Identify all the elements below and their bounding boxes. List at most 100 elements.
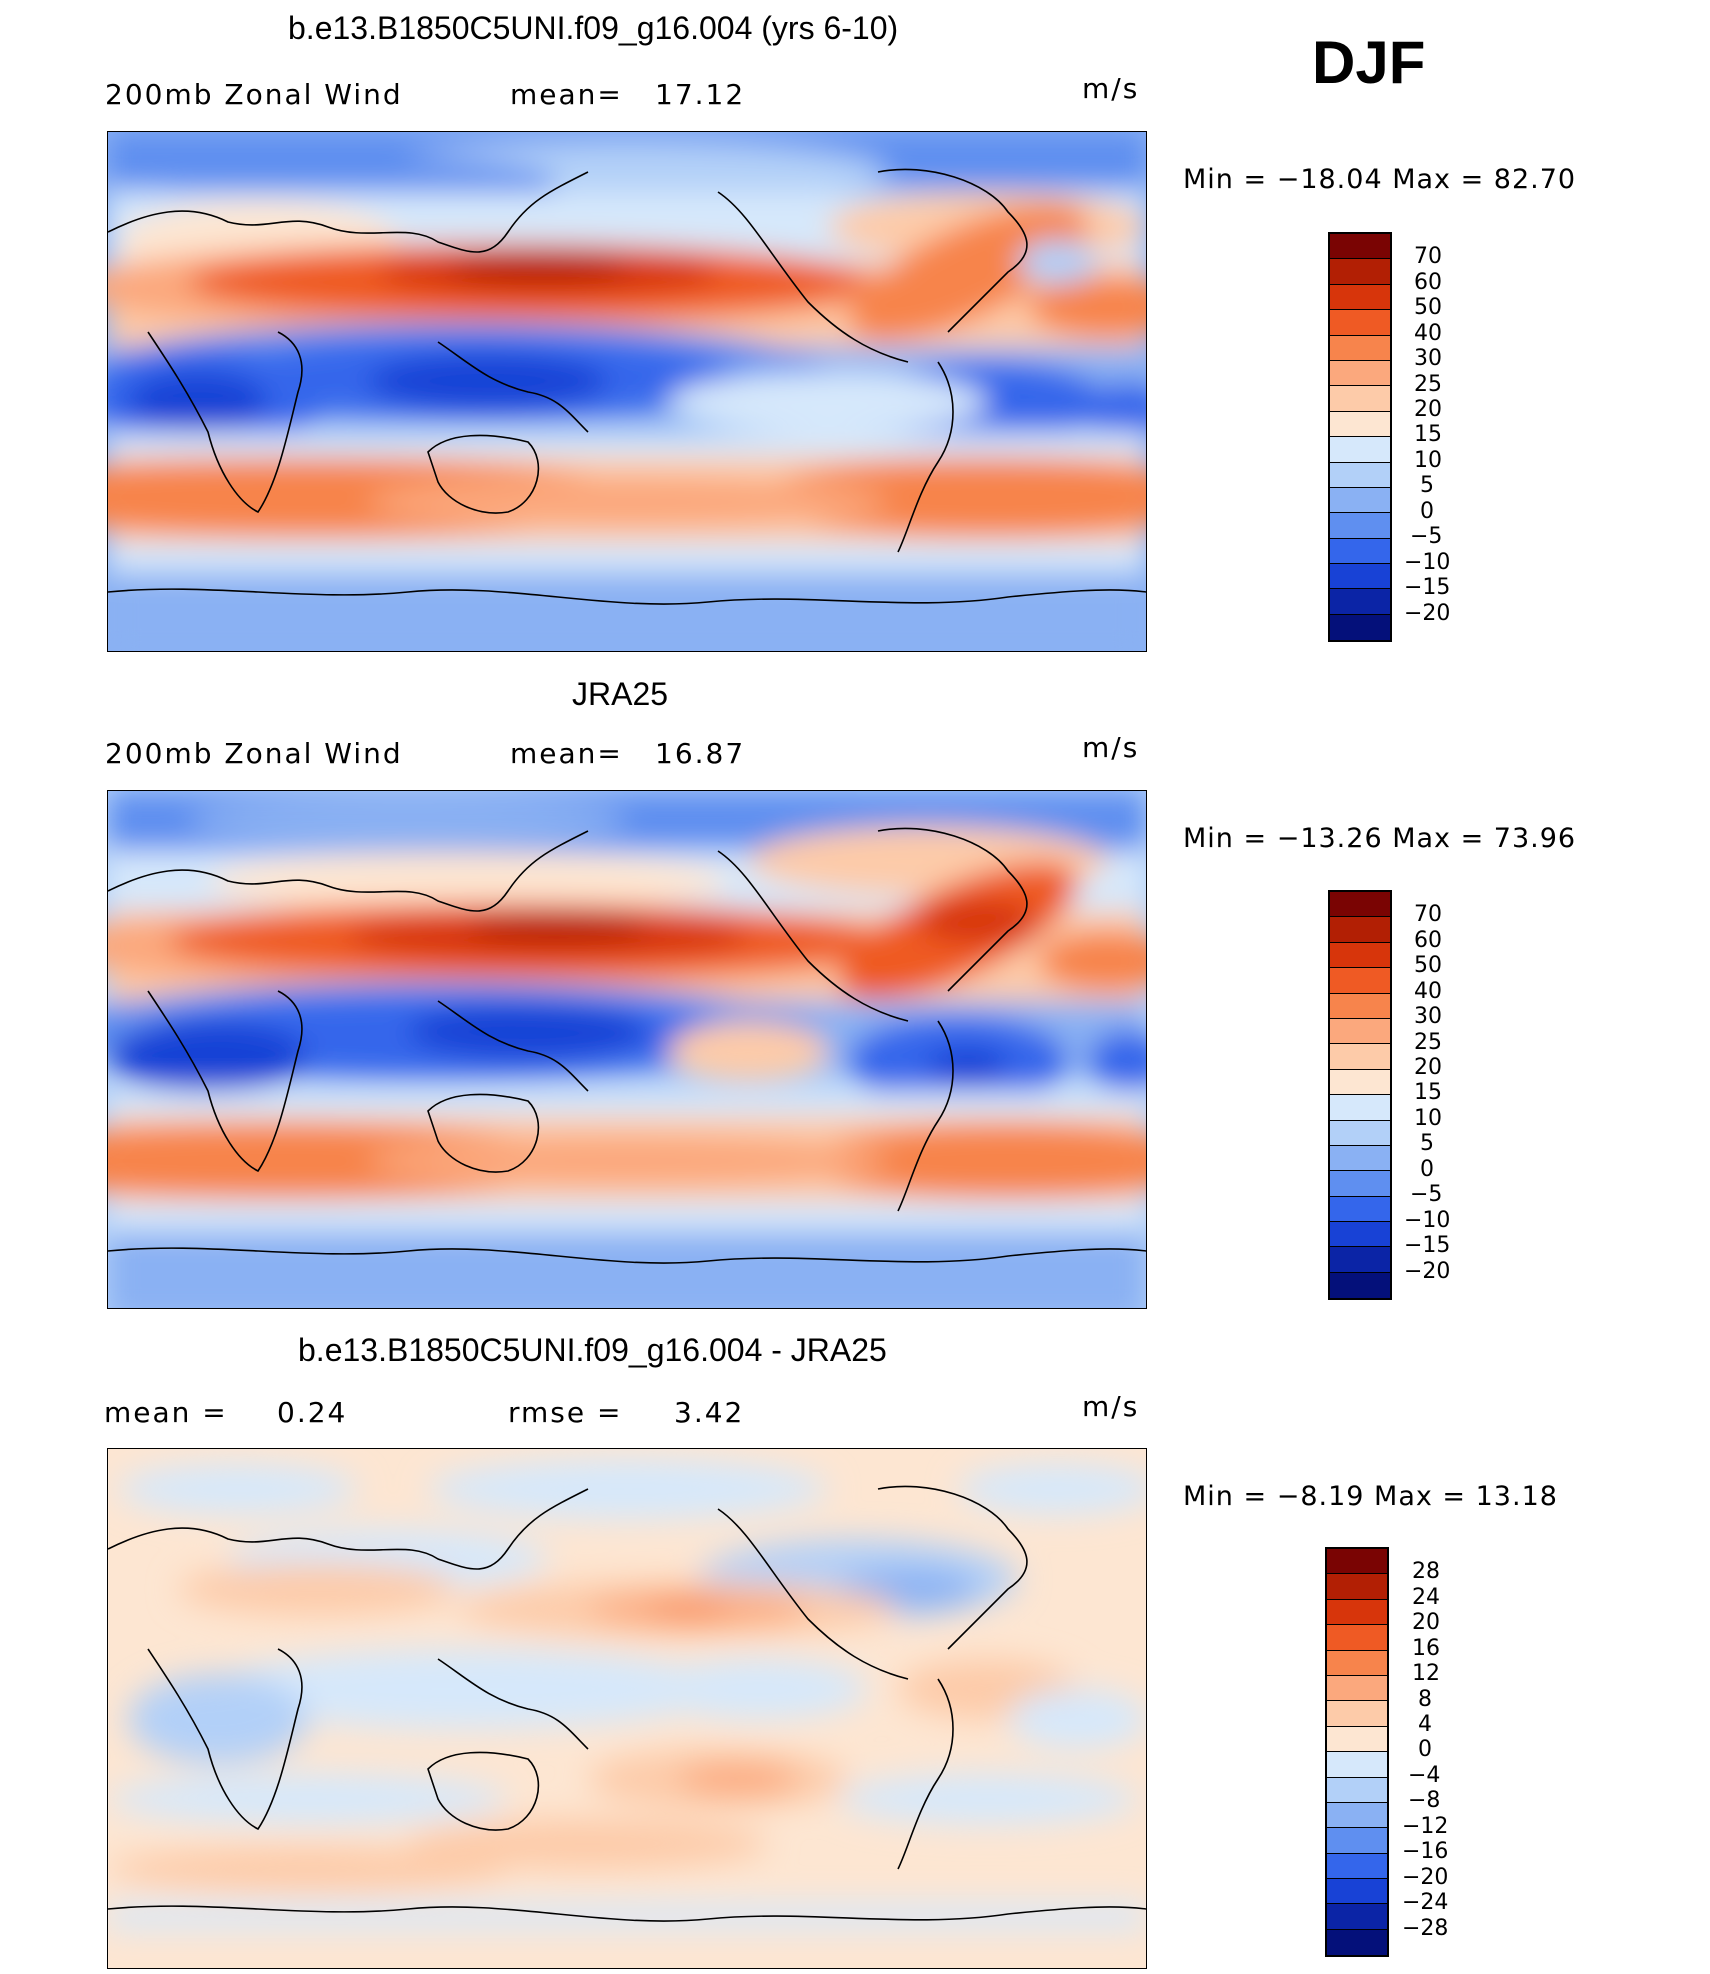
colorbar-tick-label: −12 <box>1402 1814 1449 1839</box>
panel1-coastlines <box>108 168 1146 605</box>
colorbar-tick-label: 15 <box>1414 422 1442 447</box>
colorbar-swatch <box>1330 386 1390 412</box>
panel2-coastlines <box>108 827 1146 1264</box>
panel1-minmax: Min = −18.04 Max = 82.70 <box>1183 164 1577 195</box>
colorbar-tick-label: 40 <box>1414 979 1442 1004</box>
panel1-title: b.e13.B1850C5UNI.f09_g16.004 (yrs 6-10) <box>288 10 899 46</box>
panel1-field-label: 200mb Zonal Wind <box>105 78 403 111</box>
colorbar-swatch <box>1330 335 1390 361</box>
colorbar-swatch <box>1330 1222 1390 1248</box>
panel1-mean-value: 17.12 <box>655 78 746 111</box>
panel3-coastlines <box>108 1485 1146 1922</box>
colorbar-tick-label: 30 <box>1414 1004 1442 1029</box>
panel2-contour-map <box>108 791 1146 1308</box>
colorbar-tick-label: 25 <box>1414 1030 1442 1055</box>
colorbar-swatch <box>1330 614 1390 641</box>
colorbar-swatch <box>1330 1120 1390 1146</box>
colorbar-tick-label: 20 <box>1414 1055 1442 1080</box>
colorbar-tick-label: 8 <box>1418 1687 1432 1712</box>
colorbar-swatch <box>1330 1145 1390 1172</box>
colorbar-swatch <box>1330 437 1390 463</box>
colorbar-tick-label: 16 <box>1412 1636 1440 1661</box>
colorbar-tick-label: −8 <box>1408 1788 1441 1813</box>
colorbar-tick-label: −15 <box>1404 1233 1451 1258</box>
colorbar-swatch <box>1330 942 1390 969</box>
colorbar-swatch <box>1327 1675 1387 1702</box>
colorbar-tick-label: 4 <box>1418 1712 1432 1737</box>
colorbar-swatch <box>1330 310 1390 336</box>
colorbar-tick-label: 5 <box>1420 1131 1434 1156</box>
colorbar-swatch <box>1327 1828 1387 1854</box>
colorbar-swatch <box>1330 259 1390 285</box>
colorbar-tick-label: −20 <box>1404 1259 1451 1284</box>
colorbar-swatch <box>1327 1853 1387 1880</box>
panel3-rmse-label: rmse = <box>508 1396 623 1429</box>
colorbar-tick-label: −4 <box>1408 1763 1441 1788</box>
colorbar-swatch <box>1330 968 1390 994</box>
panel3-title: b.e13.B1850C5UNI.f09_g16.004 - JRA25 <box>298 1332 887 1368</box>
colorbar-swatch <box>1327 1599 1387 1626</box>
colorbar-tick-label: −20 <box>1402 1865 1449 1890</box>
colorbar-swatch <box>1330 917 1390 943</box>
colorbar-swatch <box>1330 284 1390 311</box>
panel3-rmse-value: 3.42 <box>674 1396 745 1429</box>
colorbar-swatch <box>1327 1650 1387 1676</box>
colorbar-swatch <box>1330 411 1390 438</box>
panel2-map <box>107 790 1147 1309</box>
colorbar-swatch <box>1327 1904 1387 1930</box>
panel3-colorbar <box>1325 1547 1389 1957</box>
colorbar-tick-label: 0 <box>1420 499 1434 524</box>
colorbar-swatch <box>1330 513 1390 539</box>
colorbar-swatch <box>1330 564 1390 590</box>
colorbar-swatch <box>1327 1726 1387 1753</box>
panel2-field-label: 200mb Zonal Wind <box>105 737 403 770</box>
colorbar-swatch <box>1330 1272 1390 1299</box>
colorbar-swatch <box>1330 360 1390 387</box>
panel3-minmax: Min = −8.19 Max = 13.18 <box>1183 1481 1558 1512</box>
colorbar-tick-label: 30 <box>1414 346 1442 371</box>
panel3-mean-label: mean = <box>104 1396 228 1429</box>
colorbar-swatch <box>1327 1879 1387 1905</box>
colorbar-swatch <box>1330 487 1390 514</box>
colorbar-tick-label: 70 <box>1414 902 1442 927</box>
colorbar-tick-label: 0 <box>1418 1737 1432 1762</box>
colorbar-tick-label: −5 <box>1410 524 1443 549</box>
panel1-map <box>107 131 1147 652</box>
panel1-units: m/s <box>1082 72 1140 105</box>
colorbar-tick-label: −24 <box>1402 1890 1449 1915</box>
colorbar-swatch <box>1327 1802 1387 1829</box>
colorbar-tick-label: 60 <box>1414 270 1442 295</box>
colorbar-swatch <box>1327 1752 1387 1778</box>
colorbar-swatch <box>1330 538 1390 565</box>
colorbar-tick-label: −16 <box>1402 1839 1449 1864</box>
colorbar-tick-label: −28 <box>1402 1916 1449 1941</box>
panel2-minmax: Min = −13.26 Max = 73.96 <box>1183 823 1577 854</box>
panel3-units: m/s <box>1082 1390 1140 1423</box>
panel3-mean-value: 0.24 <box>277 1396 348 1429</box>
colorbar-tick-label: 12 <box>1412 1661 1440 1686</box>
colorbar-tick-label: 10 <box>1414 1106 1442 1131</box>
colorbar-swatch <box>1330 892 1390 918</box>
panel2-title: JRA25 <box>572 676 669 712</box>
colorbar-tick-label: 24 <box>1412 1585 1440 1610</box>
colorbar-swatch <box>1330 1196 1390 1223</box>
colorbar-swatch <box>1330 589 1390 615</box>
colorbar-tick-label: −15 <box>1404 575 1451 600</box>
colorbar-swatch <box>1330 1095 1390 1121</box>
colorbar-tick-label: −20 <box>1404 601 1451 626</box>
colorbar-tick-label: 60 <box>1414 928 1442 953</box>
colorbar-swatch <box>1330 1069 1390 1096</box>
colorbar-tick-label: 70 <box>1414 244 1442 269</box>
colorbar-swatch <box>1327 1625 1387 1651</box>
colorbar-tick-label: 40 <box>1414 321 1442 346</box>
colorbar-swatch <box>1330 1018 1390 1045</box>
colorbar-tick-label: −10 <box>1404 550 1451 575</box>
colorbar-tick-label: 15 <box>1414 1080 1442 1105</box>
colorbar-swatch <box>1330 1247 1390 1273</box>
colorbar-swatch <box>1327 1574 1387 1600</box>
colorbar-swatch <box>1327 1701 1387 1727</box>
colorbar-tick-label: 20 <box>1412 1610 1440 1635</box>
panel1-contour-map <box>108 132 1146 651</box>
colorbar-tick-label: 50 <box>1414 295 1442 320</box>
colorbar-tick-label: 5 <box>1420 473 1434 498</box>
